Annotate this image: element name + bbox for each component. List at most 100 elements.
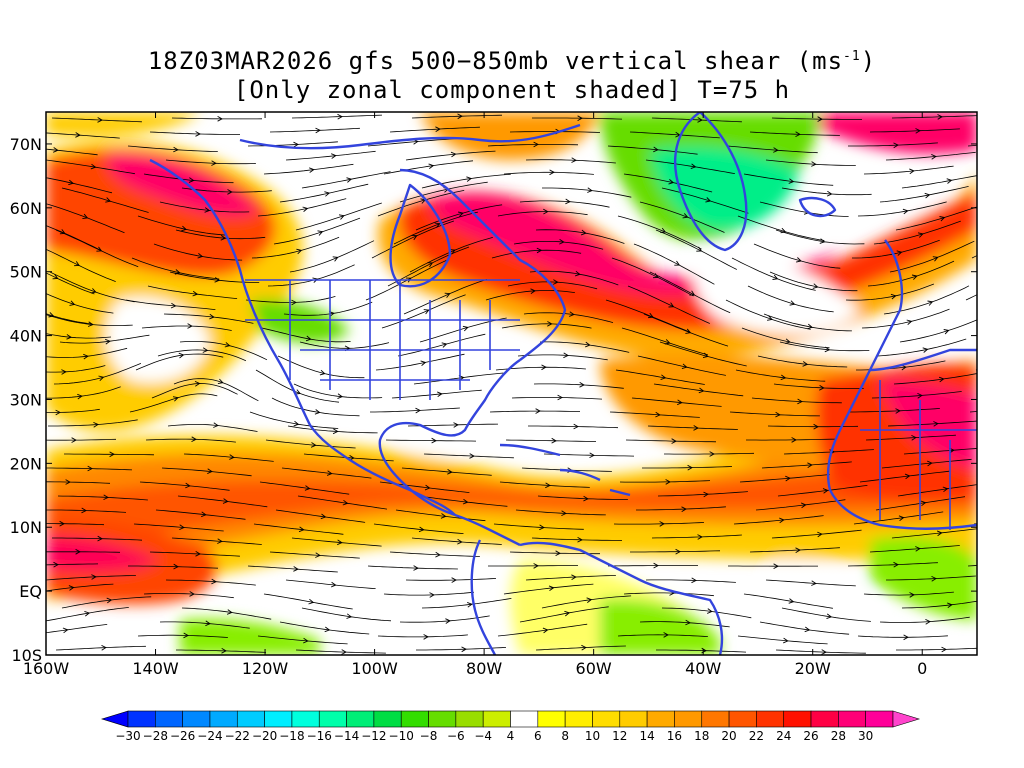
us-borders: [245, 279, 520, 400]
streamline: [542, 187, 632, 198]
streamline-arrow: [579, 382, 585, 388]
streamline: [889, 240, 975, 273]
streamline-arrow: [457, 538, 463, 545]
streamline: [653, 383, 744, 397]
colorbar-box: [646, 710, 675, 728]
streamline-arrow: [942, 486, 949, 493]
streamline-arrow: [74, 261, 80, 267]
coastline-greenland: [673, 112, 748, 252]
streamline: [994, 211, 1024, 245]
streamline: [743, 593, 833, 609]
colorbar-label: −4: [474, 729, 492, 743]
streamline: [389, 551, 480, 557]
streamline-arrow: [221, 648, 227, 654]
streamline: [377, 190, 465, 217]
streamline: [381, 294, 466, 329]
streamline: [303, 453, 394, 462]
streamline: [1012, 531, 1024, 538]
streamline: [775, 229, 865, 245]
streamline: [46, 481, 111, 484]
streamline: [499, 481, 590, 488]
streamline: [493, 523, 584, 530]
streamline: [857, 201, 947, 217]
streamline-arrow: [303, 637, 309, 644]
streamline-arrow: [927, 460, 933, 467]
streamline-arrow: [893, 142, 899, 149]
streamline-arrow: [647, 312, 654, 319]
streamline: [64, 453, 155, 456]
streamline-arrow: [302, 206, 309, 212]
streamline: [615, 369, 705, 385]
streamline-arrow: [98, 375, 105, 382]
streamlines-layer: [46, 113, 1024, 655]
streamline: [291, 537, 382, 547]
streamline: [143, 173, 234, 184]
streamline: [46, 177, 113, 194]
streamline: [891, 528, 977, 539]
streamline-arrow: [677, 399, 683, 406]
colorbar-box: [346, 710, 375, 728]
streamline-arrow: [533, 563, 539, 569]
streamline: [535, 645, 626, 651]
streamline-arrow: [293, 566, 299, 572]
streamline-arrow: [947, 602, 953, 608]
streamline-arrow: [789, 300, 796, 306]
streamline: [647, 425, 738, 430]
streamline-arrow: [569, 311, 575, 317]
streamline-arrow: [655, 411, 661, 418]
streamline-arrow: [791, 437, 797, 443]
streamline: [46, 293, 114, 314]
colorbar-label: 10: [585, 729, 600, 743]
streamline: [59, 334, 150, 344]
streamline-arrow: [312, 277, 319, 283]
coastline-arctic: [239, 123, 581, 150]
streamline: [125, 299, 216, 310]
streamline-arrow: [937, 114, 943, 120]
streamline: [529, 270, 619, 286]
streamline: [285, 150, 376, 161]
coastline-north-america-east: [378, 359, 521, 517]
streamline-arrow: [802, 361, 809, 367]
streamline: [973, 523, 977, 525]
streamline: [857, 635, 948, 638]
colorbar-box: [728, 710, 757, 728]
streamline-arrow: [681, 363, 688, 370]
streamline-arrow: [189, 591, 195, 597]
streamline-arrow: [330, 581, 337, 588]
streamline: [1006, 150, 1024, 160]
colorbar-box: [428, 710, 457, 728]
plot-area: [46, 112, 1024, 655]
streamline-arrow: [557, 394, 563, 401]
streamline: [642, 466, 733, 469]
coastline-caribbean: [499, 443, 631, 497]
streamline-arrow: [811, 161, 817, 167]
streamline-arrow: [902, 208, 909, 215]
streamline: [861, 308, 950, 329]
streamline-arrow: [890, 293, 897, 300]
streamline: [287, 425, 378, 434]
streamline: [896, 647, 977, 651]
streamline: [637, 355, 726, 376]
streamline-arrow: [796, 257, 802, 263]
streamline: [749, 547, 840, 553]
streamline-arrow: [559, 239, 565, 245]
streamline: [759, 201, 849, 217]
streamline: [53, 363, 142, 385]
streamline: [46, 583, 114, 592]
streamline: [273, 217, 361, 245]
streamline: [515, 509, 606, 516]
streamline-arrow: [105, 197, 112, 203]
streamline: [1014, 370, 1024, 384]
streamline-arrow: [915, 546, 921, 552]
streamline-arrow: [587, 187, 593, 193]
streamline-arrow: [931, 575, 937, 582]
streamline: [988, 245, 1024, 286]
streamline-arrow: [310, 442, 317, 448]
streamline-arrow: [682, 213, 689, 219]
streamline: [1012, 115, 1024, 118]
streamline: [617, 634, 708, 637]
colorbar-label: −14: [334, 729, 359, 743]
streamline-arrow: [1013, 140, 1018, 145]
streamline-arrow: [685, 328, 692, 334]
streamline-arrow: [1013, 561, 1018, 566]
